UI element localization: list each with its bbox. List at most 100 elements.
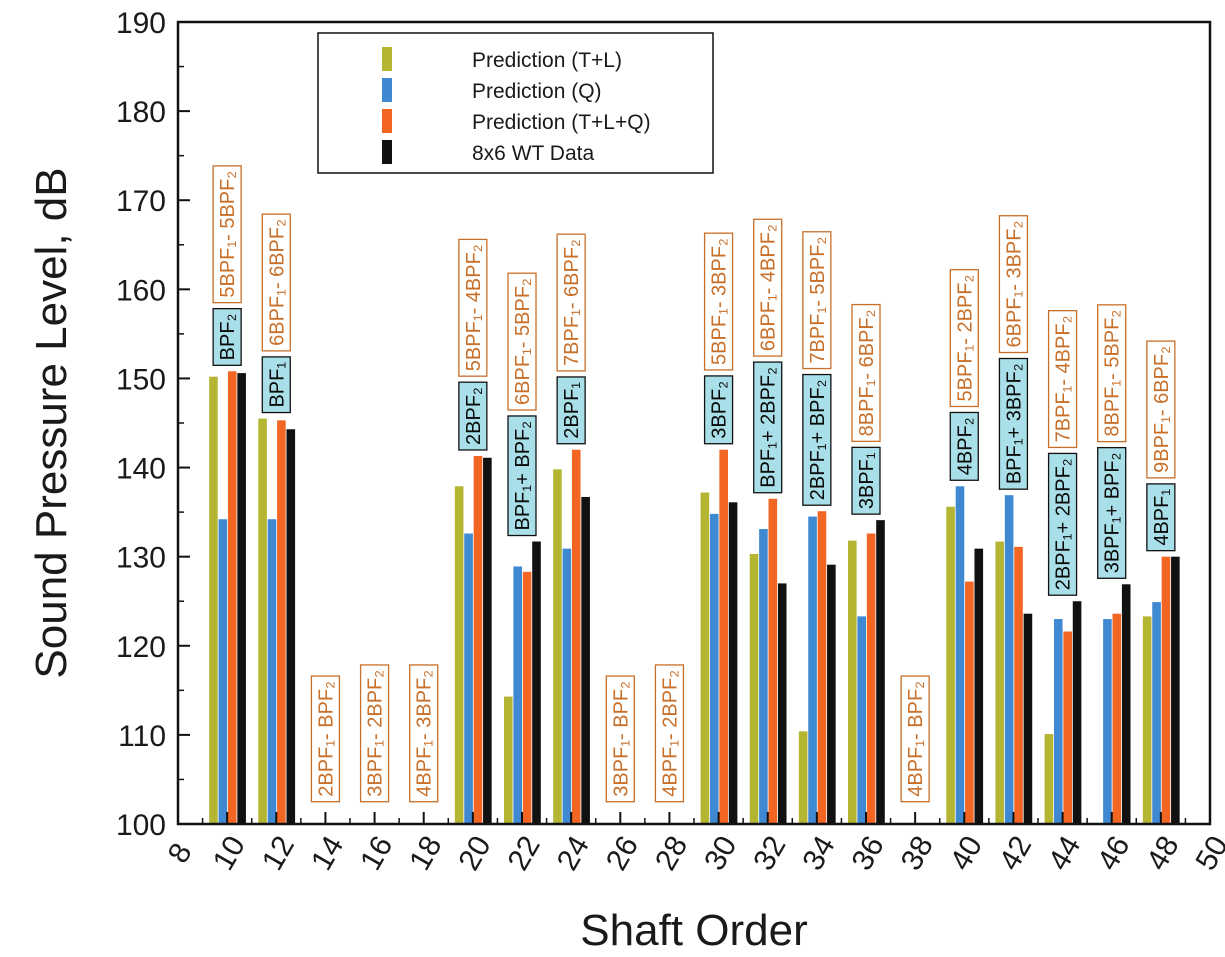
x-tick-label: 10 [207, 831, 252, 876]
x-tick-label: 26 [600, 831, 645, 876]
bar [719, 449, 728, 824]
bar [857, 616, 866, 824]
difference-frequency-text: 8BPF₁- 6BPF₂ [856, 310, 878, 437]
bar [1053, 619, 1063, 824]
bar [1014, 546, 1023, 824]
legend-swatch [382, 78, 392, 102]
sum-frequency-box [802, 373, 832, 506]
x-axis-title: Shaft Order [580, 906, 807, 952]
difference-frequency-text: 3BPF₁- BPF₂ [610, 681, 632, 797]
difference-frequency-text: 7BPF₁- 6BPF₂ [561, 239, 583, 366]
bar [227, 371, 237, 824]
x-tick-label: 18 [403, 831, 448, 876]
difference-frequency-text: 6BPF₁- 6BPF₂ [266, 219, 288, 346]
sum-frequency-text: BPF₁+ 3BPF₂ [1003, 364, 1025, 485]
bar [464, 533, 473, 824]
bar [1152, 602, 1161, 824]
x-tick-label: 32 [747, 831, 792, 876]
difference-frequency-text: 4BPF₁- 2BPF₂ [659, 670, 681, 797]
difference-frequency-box [605, 675, 635, 803]
sum-frequency-box [949, 411, 979, 481]
difference-frequency-text: 6BPF₁- 4BPF₂ [758, 224, 780, 351]
difference-frequency-box [1047, 309, 1078, 449]
sum-frequency-box [212, 307, 242, 366]
y-tick-label: 190 [116, 7, 166, 40]
difference-frequency-box [212, 165, 242, 304]
sum-frequency-text: 2BPF₁+ 2BPF₂ [1053, 458, 1075, 590]
bar [286, 429, 296, 824]
y-tick-label: 160 [116, 274, 166, 307]
bar [1072, 601, 1082, 824]
x-tick-label: 22 [502, 831, 547, 876]
bar [1142, 616, 1152, 824]
bar [798, 731, 808, 824]
bar [876, 520, 885, 824]
y-tick-label: 140 [116, 453, 166, 486]
legend-swatch [382, 140, 392, 164]
bar [848, 540, 857, 824]
difference-frequency-text: 4BPF₁- 3BPF₂ [414, 670, 436, 797]
bar [768, 498, 778, 824]
sum-frequency-text: BPF₁ [266, 362, 288, 408]
bar [817, 511, 827, 824]
x-tick-label: 38 [895, 831, 940, 876]
sum-frequency-text: 4BPF₁ [1151, 489, 1173, 546]
difference-frequency-text: 2BPF₁- BPF₂ [315, 681, 337, 797]
difference-frequency-text: 4BPF₁- BPF₂ [905, 681, 927, 797]
difference-frequency-box [556, 233, 586, 372]
difference-frequency-box [1146, 340, 1176, 479]
bar [827, 564, 836, 824]
bar [974, 548, 984, 824]
difference-frequency-box [409, 664, 439, 803]
bar [277, 420, 286, 824]
sum-frequency-text: 2BPF₁ [561, 382, 583, 439]
x-tick-label: 16 [354, 831, 399, 876]
legend-label: 8x6 WT Data [472, 142, 594, 165]
bar [955, 486, 965, 824]
sum-frequency-text: 3BPF₁+ BPF₂ [1102, 453, 1124, 574]
x-tick-label: 34 [796, 831, 841, 876]
difference-frequency-box [458, 238, 488, 377]
x-tick-label: 8 [162, 838, 199, 869]
y-tick-label: 150 [116, 363, 166, 396]
x-tick-label: 50 [1190, 831, 1225, 876]
y-tick-label: 100 [116, 809, 166, 842]
x-tick-label: 44 [1042, 831, 1087, 876]
bar [522, 571, 532, 824]
bar [1004, 495, 1014, 824]
bar [1161, 556, 1171, 824]
bar [473, 455, 483, 824]
legend-label: Prediction (Q) [472, 80, 602, 103]
sum-frequency-text: BPF₁+ 2BPF₂ [758, 367, 780, 488]
sum-frequency-box [507, 415, 537, 537]
difference-frequency-box [654, 664, 685, 803]
bar [946, 506, 955, 824]
bar [1063, 631, 1072, 824]
difference-frequency-text: 6BPF₁- 3BPF₂ [1003, 221, 1025, 348]
difference-frequency-box [507, 272, 537, 411]
difference-frequency-text: 6BPF₁- 5BPF₂ [512, 278, 534, 405]
bar [965, 581, 974, 824]
difference-frequency-text: 7BPF₁- 4BPF₂ [1053, 316, 1075, 443]
difference-frequency-box [310, 675, 341, 803]
bar [562, 548, 572, 824]
difference-frequency-box [998, 215, 1029, 354]
sum-frequency-box [753, 361, 783, 494]
difference-frequency-text: 3BPF₁- 2BPF₂ [365, 670, 387, 797]
y-tick-label: 120 [116, 631, 166, 664]
bar [728, 502, 738, 824]
sum-frequency-box [851, 446, 881, 515]
bar [995, 541, 1005, 824]
difference-frequency-text: 8BPF₁- 5BPF₂ [1102, 310, 1124, 437]
difference-frequency-box [1097, 304, 1127, 443]
difference-frequency-box [851, 303, 881, 442]
x-tick-label: 30 [698, 831, 743, 876]
difference-frequency-box [359, 664, 390, 803]
x-tick-label: 48 [1140, 831, 1185, 876]
bar [777, 583, 787, 824]
legend-label: Prediction (T+L+Q) [472, 111, 651, 134]
sum-frequency-box [1047, 452, 1078, 596]
sum-frequency-text: 2BPF₂ [463, 387, 485, 445]
